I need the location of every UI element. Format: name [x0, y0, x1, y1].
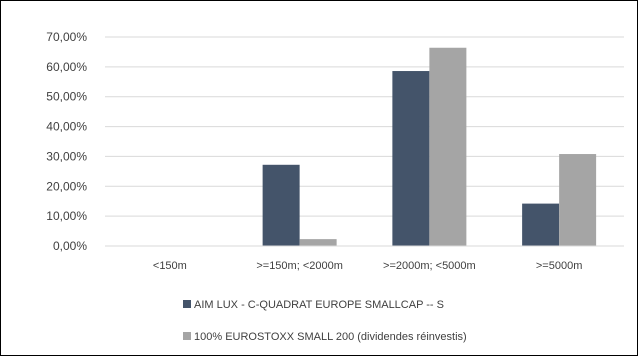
bar-series-1-category-3: [392, 71, 430, 246]
bar-series-2-category-3: [429, 47, 467, 247]
bar-series-1-category-4: [522, 203, 560, 246]
x-axis-category-labels: <150m >=150m; <2000m >=2000m; <5000m >=5000…: [153, 260, 582, 272]
y-tick-label: 70,00%: [46, 30, 87, 44]
y-tick-label: 10,00%: [46, 209, 87, 223]
legend-label: 100% EUROSTOXX SMALL 200 (dividendes réi…: [194, 331, 467, 343]
y-tick-label: 40,00%: [46, 120, 87, 134]
y-tick-label: 30,00%: [46, 149, 87, 163]
x-category-label: >=150m; <2000m: [256, 260, 343, 272]
y-axis-tick-labels: 0,00% 10,00% 20,00% 30,00% 40,00% 50,00% 60,00…: [46, 30, 87, 253]
x-category-label: <150m: [153, 260, 187, 272]
y-tick-label: 20,00%: [46, 179, 87, 193]
y-tick-label: 50,00%: [46, 90, 87, 104]
bar-series-2-category-2: [299, 239, 337, 246]
legend: AIM LUX - C-QUADRAT EUROPE SMALLCAP -- S…: [183, 299, 467, 343]
bars: [262, 47, 597, 247]
y-tick-label: 0,00%: [53, 239, 87, 253]
gridlines: [105, 36, 624, 217]
y-tick-label: 60,00%: [46, 60, 87, 74]
legend-swatch: [183, 300, 191, 308]
x-category-label: >=5000m: [536, 260, 582, 272]
bar-series-2-category-4: [559, 154, 597, 246]
legend-label: AIM LUX - C-QUADRAT EUROPE SMALLCAP -- S: [194, 299, 444, 311]
x-category-label: >=2000m; <5000m: [383, 260, 476, 272]
bar-series-1-category-2: [262, 164, 300, 246]
legend-swatch: [183, 332, 191, 340]
